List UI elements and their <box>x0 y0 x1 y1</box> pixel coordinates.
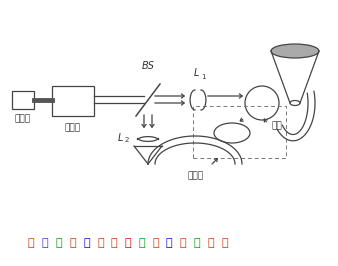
Text: 工: 工 <box>166 238 173 248</box>
Text: 温: 温 <box>97 238 104 248</box>
Text: BS: BS <box>142 61 154 71</box>
Bar <box>193 106 286 158</box>
Text: 传: 传 <box>125 238 131 248</box>
Text: 感: 感 <box>138 238 145 248</box>
Text: 光: 光 <box>69 238 76 248</box>
Text: 光纤: 光纤 <box>272 122 283 131</box>
Text: 1: 1 <box>201 74 206 80</box>
Text: 作: 作 <box>180 238 187 248</box>
Text: 涉: 涉 <box>42 238 48 248</box>
Text: L: L <box>117 133 123 143</box>
Bar <box>12 91 34 109</box>
Text: 扩束器: 扩束器 <box>65 123 81 132</box>
Text: 度: 度 <box>111 238 117 248</box>
Text: 干: 干 <box>28 238 34 248</box>
Text: 图: 图 <box>221 238 228 248</box>
Ellipse shape <box>271 44 319 58</box>
Text: 意: 意 <box>208 238 214 248</box>
Text: 式: 式 <box>55 238 62 248</box>
Text: 2: 2 <box>125 137 129 143</box>
Bar <box>52 86 94 116</box>
Text: 器: 器 <box>152 238 159 248</box>
Text: 示: 示 <box>194 238 200 248</box>
Text: 激光器: 激光器 <box>15 114 31 123</box>
Text: 温度场: 温度场 <box>188 171 204 180</box>
Text: 纤: 纤 <box>83 238 90 248</box>
Text: L: L <box>193 68 199 78</box>
